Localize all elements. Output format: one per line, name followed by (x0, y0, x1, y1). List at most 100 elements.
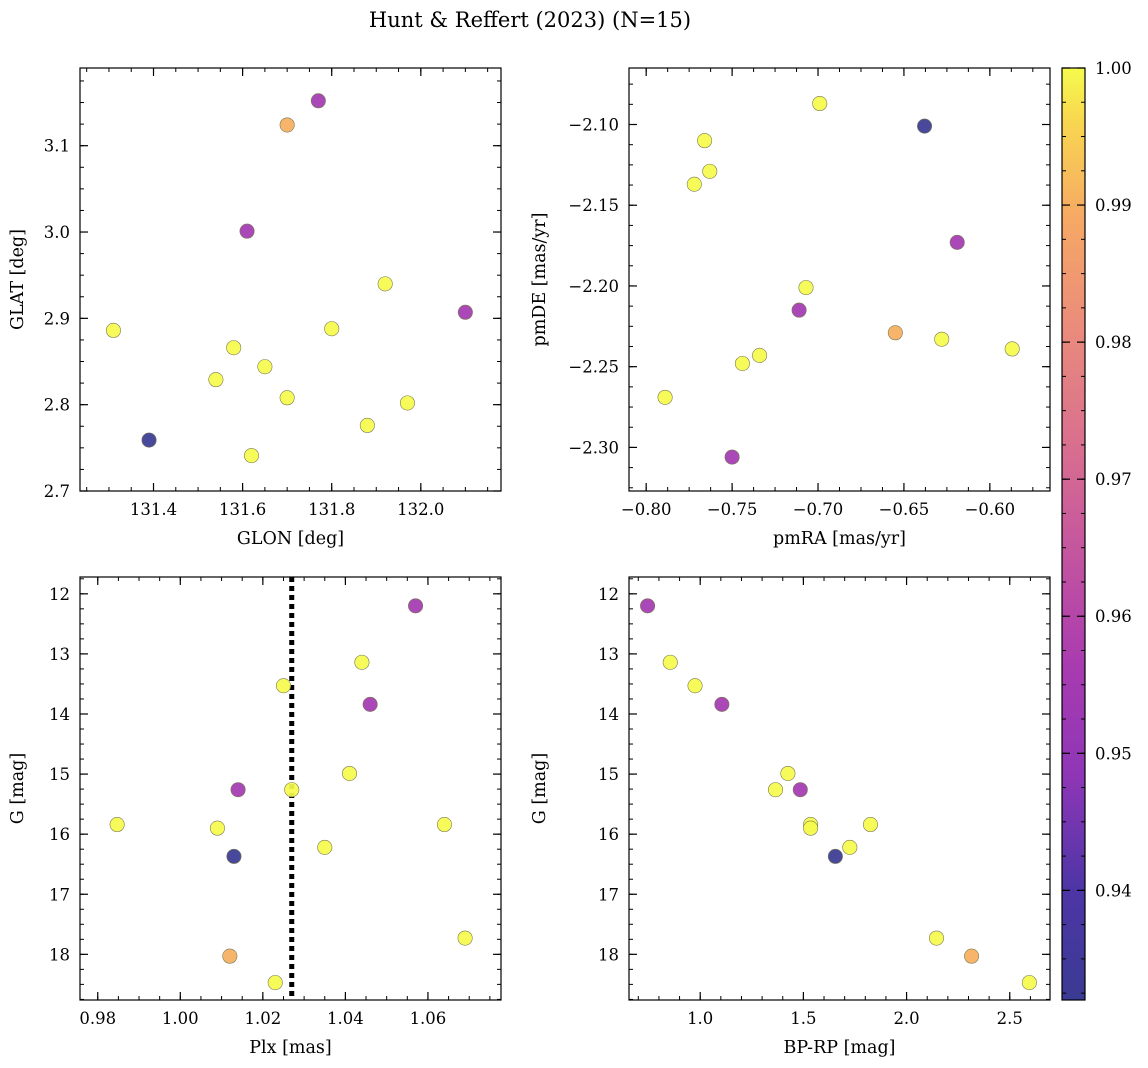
axes-frame (79, 67, 502, 492)
data-point (362, 696, 378, 712)
data-point (662, 654, 678, 670)
colorbar: 0.94 0.95 0.96 0.97 0.98 0.99 1.00 (1061, 59, 1132, 1001)
colorbar-tick-label: 1.00 (1095, 59, 1132, 78)
data-point (239, 223, 255, 239)
colorbar-gradient (1061, 67, 1086, 1001)
x-axis-label: pmRA [mas/yr] (773, 529, 906, 549)
y-tick-label: 17 (598, 885, 619, 904)
x-axis-label: GLON [deg] (237, 529, 344, 549)
data-point (697, 133, 713, 149)
data-point (949, 234, 965, 250)
data-point (109, 817, 125, 833)
data-point (917, 118, 933, 134)
data-point (803, 820, 819, 836)
y-tick-label: 14 (49, 705, 70, 724)
colorbar-tick-label: 0.95 (1095, 744, 1132, 763)
y-tick-label: 2.9 (44, 309, 70, 328)
y-tick-label: 17 (49, 885, 70, 904)
x-tick-label: 131.6 (219, 500, 266, 519)
data-point (780, 765, 796, 781)
data-point (862, 817, 878, 833)
y-tick-label: −2.10 (568, 116, 619, 135)
y-tick-label: 13 (598, 645, 619, 664)
x-tick-label: 1.02 (244, 1009, 281, 1028)
y-tick-label: 13 (49, 645, 70, 664)
axes-frame (628, 67, 1051, 492)
x-tick-label: −0.75 (707, 500, 758, 519)
x-tick-label: 131.4 (130, 500, 177, 519)
y-tick-label: 18 (598, 945, 619, 964)
data-point (310, 93, 326, 109)
x-tick-label: 131.8 (308, 500, 355, 519)
y-tick-label: 18 (49, 945, 70, 964)
y-tick-label: −2.30 (568, 438, 619, 457)
x-tick-label: 1.06 (410, 1009, 447, 1028)
data-point (842, 839, 858, 855)
colorbar-tick-label: 0.97 (1095, 470, 1132, 489)
colorbar-tick-label: 0.99 (1095, 196, 1132, 215)
data-point (686, 176, 702, 192)
y-axis-label: pmDE [mas/yr] (530, 213, 550, 347)
data-point (792, 782, 808, 798)
data-point (222, 948, 238, 964)
y-tick-label: 3.1 (44, 137, 70, 156)
data-point (768, 782, 784, 798)
panel-3: 0.98 1.00 1.02 1.04 1.06 12 13 14 15 16 17 18 Plx [m… (8, 576, 502, 1058)
y-tick-label: 15 (598, 765, 619, 784)
data-point (279, 117, 295, 133)
x-tick-label: 2.0 (893, 1009, 919, 1028)
data-point (354, 654, 370, 670)
data-point (342, 765, 358, 781)
panel-4: 1.0 1.5 2.0 2.5 12 13 14 15 16 17 18 BP-RP [mag] G [… (530, 576, 1051, 1058)
data-point (267, 975, 283, 991)
data-point (791, 302, 807, 318)
data-point (798, 280, 814, 296)
data-point (324, 321, 340, 337)
data-point (275, 678, 291, 694)
figure-title: Hunt & Reffert (2023) (N=15) (369, 8, 691, 32)
x-axis-label: BP-RP [mag] (784, 1038, 896, 1058)
x-tick-label: 1.00 (162, 1009, 199, 1028)
data-point (964, 948, 980, 964)
y-tick-label: 15 (49, 765, 70, 784)
axes-frame (628, 576, 1051, 1001)
y-tick-label: 16 (598, 825, 619, 844)
colorbar-tick-label: 0.96 (1095, 607, 1132, 626)
data-point (226, 848, 242, 864)
data-point (1021, 975, 1037, 991)
data-point (702, 163, 718, 179)
x-tick-label: 1.5 (790, 1009, 816, 1028)
data-point (226, 340, 242, 356)
x-tick-label: −0.60 (965, 500, 1016, 519)
y-tick-label: 12 (49, 585, 70, 604)
y-tick-label: 3.0 (44, 223, 70, 242)
y-tick-label: 14 (598, 705, 619, 724)
data-point (230, 782, 246, 798)
y-tick-label: 16 (49, 825, 70, 844)
colorbar-tick-label: 0.98 (1095, 333, 1132, 352)
data-point (934, 331, 950, 347)
data-point (105, 322, 121, 338)
data-point (752, 347, 768, 363)
panel-2: −0.80 −0.75 −0.70 −0.65 −0.60 −2.30 −2.25 −2.20… (530, 67, 1051, 549)
y-tick-label: −2.15 (568, 196, 619, 215)
data-point (279, 390, 295, 406)
data-point (377, 276, 393, 292)
x-tick-label: 132.0 (397, 500, 444, 519)
x-tick-label: 2.5 (997, 1009, 1023, 1028)
data-point (724, 449, 740, 465)
colorbar-tick-label: 0.94 (1095, 881, 1132, 900)
y-tick-label: 2.7 (44, 482, 70, 501)
x-tick-label: 0.98 (79, 1009, 116, 1028)
x-tick-label: −0.65 (879, 500, 930, 519)
data-point (208, 372, 224, 388)
data-point (399, 395, 415, 411)
data-point (244, 448, 260, 464)
data-point (359, 417, 375, 433)
data-point (1004, 341, 1020, 357)
data-point (687, 678, 703, 694)
data-point (141, 432, 157, 448)
x-axis-label: Plx [mas] (249, 1038, 331, 1058)
data-point (640, 598, 656, 614)
